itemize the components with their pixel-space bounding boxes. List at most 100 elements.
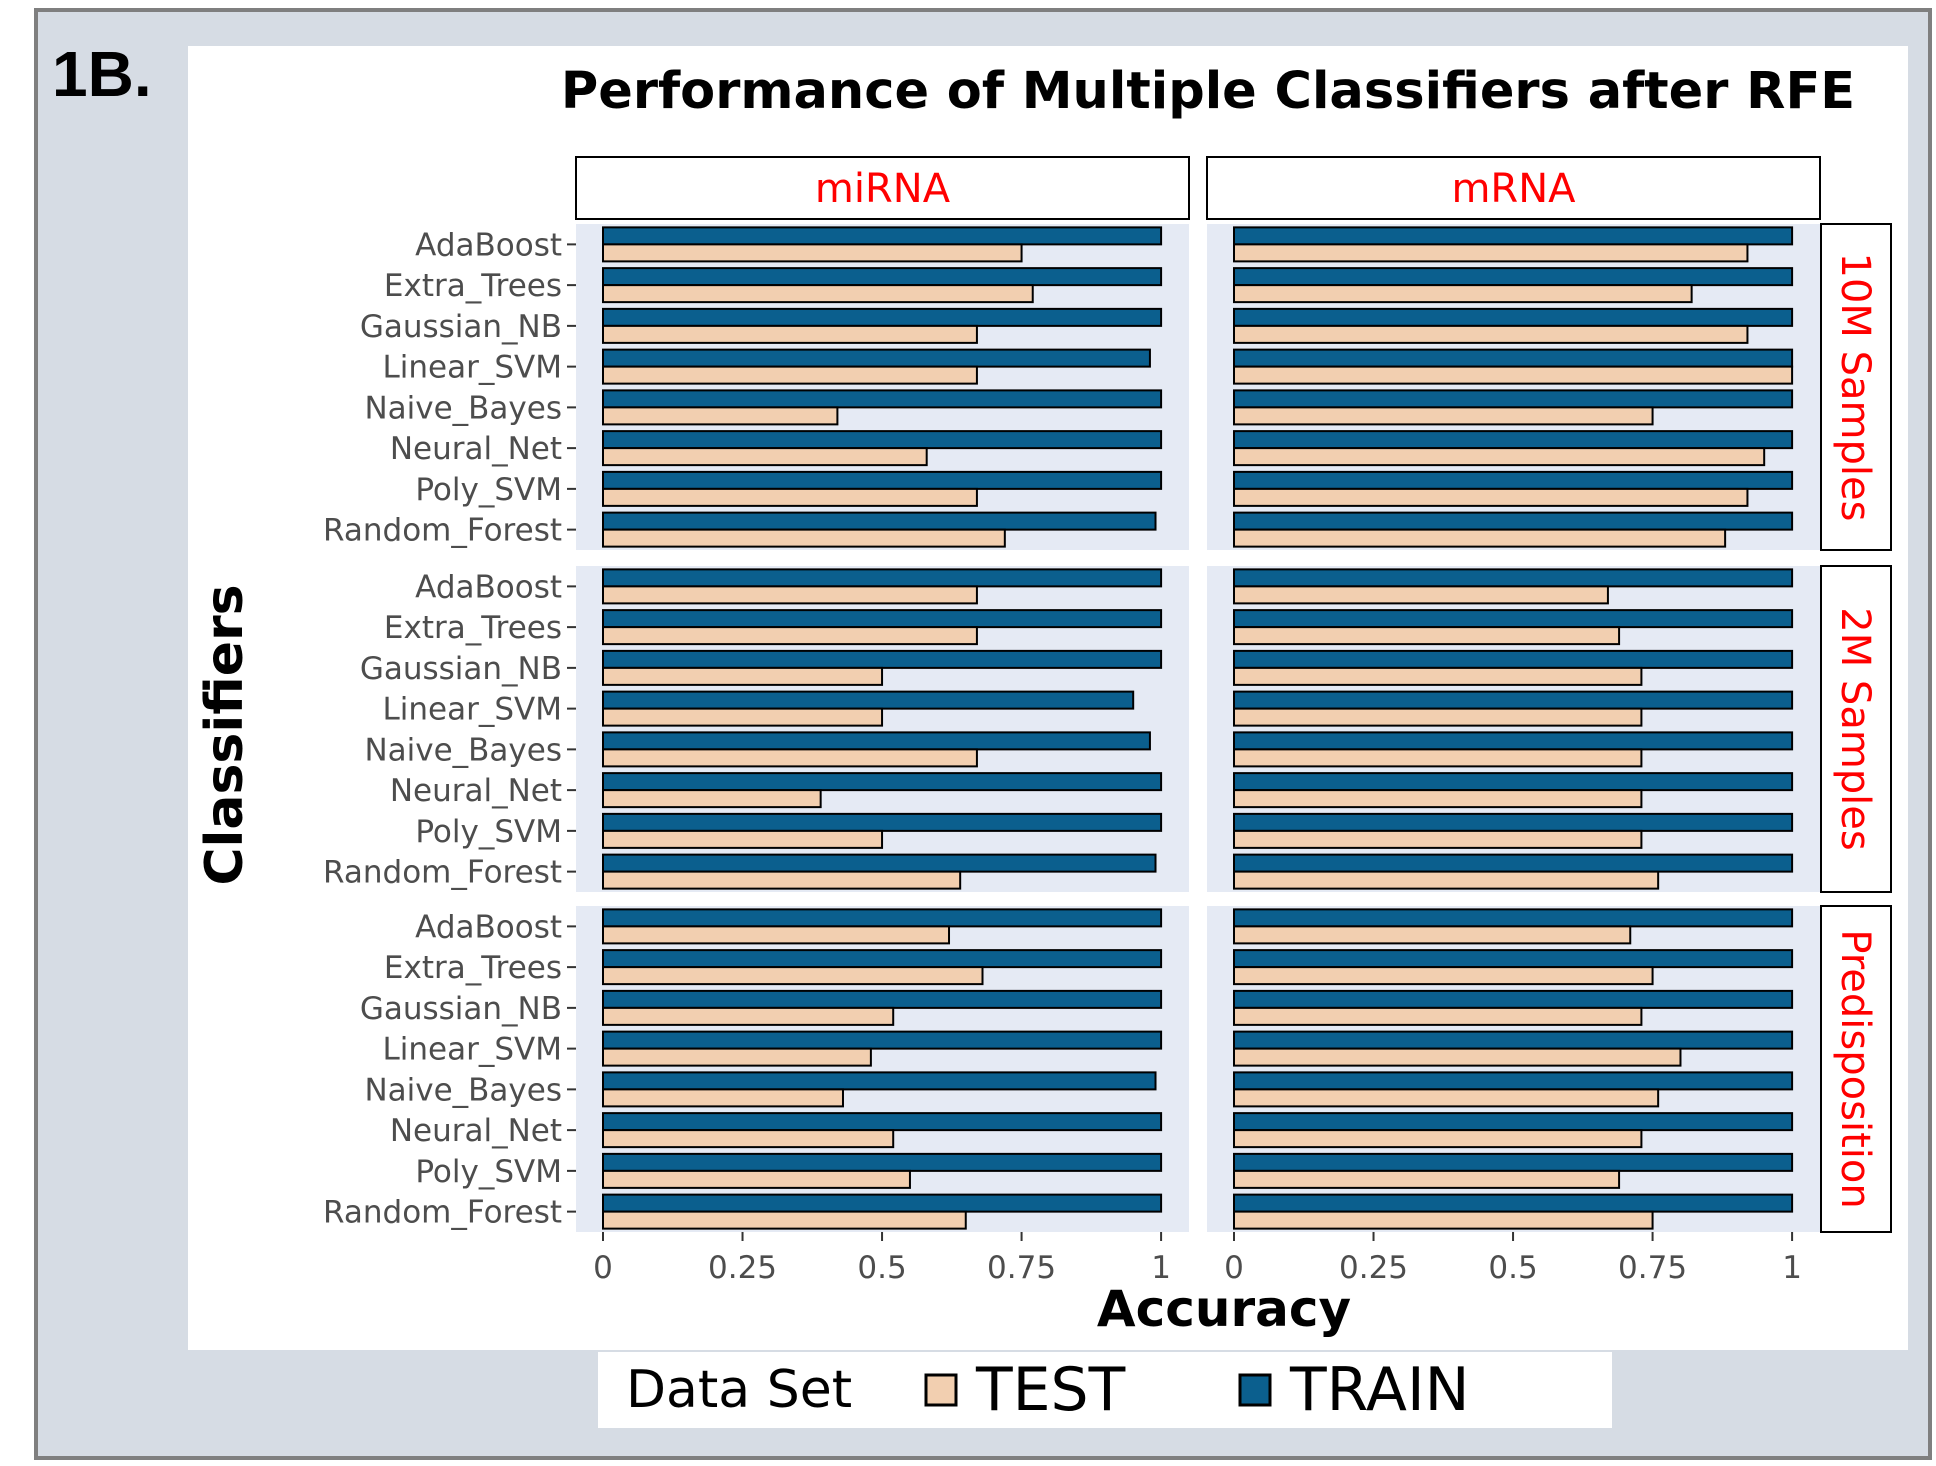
facet-strip-label: miRNA: [815, 166, 951, 212]
x-tick-label: 1: [1782, 1250, 1802, 1286]
bar-train: [602, 1152, 1163, 1172]
bar-test: [602, 707, 884, 727]
legend-label-test: TEST: [975, 1355, 1126, 1425]
bar-test: [1233, 829, 1643, 849]
y-axis-title: Classifiers: [195, 584, 255, 885]
bar-train: [602, 389, 1163, 409]
bar-train: [1233, 989, 1794, 1009]
y-tick-label: Extra_Trees: [384, 268, 562, 304]
bar-test: [602, 365, 978, 385]
bar-test: [602, 626, 978, 646]
bar-test: [1233, 1006, 1643, 1026]
bar-train: [1233, 812, 1794, 832]
facet-strip-mrna: [1206, 156, 1821, 220]
bar-test: [602, 1129, 895, 1149]
bar-test: [1233, 1088, 1660, 1108]
bar-train: [602, 511, 1157, 531]
x-tick-label: 0: [1224, 1250, 1244, 1286]
bar-test: [1233, 365, 1794, 385]
y-tick-label: Naive_Bayes: [364, 1072, 562, 1108]
bar-test: [602, 1047, 872, 1067]
bar-test: [1233, 789, 1643, 809]
facet-strip-mirna: [575, 156, 1190, 220]
bar-train: [1233, 470, 1794, 490]
x-tick-label: 0.5: [1488, 1250, 1537, 1286]
y-tick-label: AdaBoost: [415, 909, 562, 945]
bar-test: [1233, 1169, 1621, 1189]
bar-test: [602, 925, 951, 945]
legend-swatch-test: [924, 1373, 958, 1407]
bar-test: [602, 447, 928, 467]
y-tick-label: Poly_SVM: [415, 472, 562, 508]
x-tick-label: 0.25: [1339, 1250, 1408, 1286]
bar-train: [1233, 853, 1794, 873]
bar-train: [602, 853, 1157, 873]
bar-train: [1233, 1030, 1794, 1050]
legend-box: [598, 1352, 1612, 1428]
figure-label: 1B.: [52, 38, 152, 110]
x-tick-label: 0.5: [857, 1250, 906, 1286]
y-tick-label: Random_Forest: [323, 513, 562, 549]
bar-train: [602, 609, 1163, 629]
bar-test: [602, 406, 839, 426]
bar-test: [602, 324, 978, 344]
y-tick-label: AdaBoost: [415, 227, 562, 263]
x-tick-label: 0.25: [708, 1250, 777, 1286]
bar-test: [602, 1210, 967, 1230]
bar-test: [1233, 707, 1643, 727]
y-tick-label: Gaussian_NB: [360, 991, 562, 1027]
bar-test: [1233, 585, 1609, 605]
bar-test: [602, 748, 978, 768]
bar-train: [1233, 908, 1794, 928]
bar-train: [602, 568, 1163, 588]
x-tick-label: 0.75: [987, 1250, 1056, 1286]
bar-train: [602, 812, 1163, 832]
bar-train: [1233, 226, 1794, 246]
bar-test: [1233, 528, 1727, 548]
bar-train: [1233, 267, 1794, 287]
bar-train: [602, 949, 1163, 969]
facet-strip-row: [1820, 905, 1892, 1233]
bar-test: [1233, 966, 1654, 986]
bar-train: [1233, 389, 1794, 409]
bar-train: [602, 1112, 1163, 1132]
bar-train: [1233, 1071, 1794, 1091]
bar-train: [602, 989, 1163, 1009]
y-tick-label: AdaBoost: [415, 569, 562, 605]
facet-strip-row-label: Predisposition: [1832, 929, 1878, 1208]
y-tick-label: Naive_Bayes: [364, 732, 562, 768]
y-tick-label: Poly_SVM: [415, 814, 562, 850]
bar-test: [1233, 324, 1749, 344]
bar-test: [602, 1169, 911, 1189]
bar-test: [1233, 748, 1643, 768]
legend-label-train: TRAIN: [1289, 1355, 1470, 1425]
y-tick-label: Neural_Net: [390, 1113, 562, 1149]
y-tick-label: Extra_Trees: [384, 610, 562, 646]
bar-test: [1233, 243, 1749, 263]
x-tick-label: 1: [1151, 1250, 1171, 1286]
bar-train: [602, 772, 1163, 792]
bar-train: [602, 1030, 1163, 1050]
y-tick-label: Linear_SVM: [383, 1032, 562, 1068]
bar-train: [1233, 731, 1794, 751]
bar-test: [1233, 666, 1643, 686]
x-tick-label: 0.75: [1618, 1250, 1687, 1286]
bar-train: [1233, 348, 1794, 368]
bar-train: [1233, 307, 1794, 327]
x-axis-title: Accuracy: [1097, 1280, 1351, 1338]
bar-train: [602, 1193, 1163, 1213]
bar-test: [1233, 925, 1632, 945]
y-tick-label: Random_Forest: [323, 855, 562, 891]
bar-test: [602, 528, 1006, 548]
y-tick-label: Neural_Net: [390, 773, 562, 809]
y-tick-label: Random_Forest: [323, 1195, 562, 1231]
legend-title: Data Set: [626, 1360, 852, 1420]
bar-test: [1233, 626, 1621, 646]
y-tick-label: Gaussian_NB: [360, 651, 562, 687]
chart-title: Performance of Multiple Classifiers afte…: [561, 62, 1855, 121]
bar-train: [1233, 949, 1794, 969]
bar-train: [602, 348, 1151, 368]
bar-train: [1233, 568, 1794, 588]
bar-test: [602, 585, 978, 605]
